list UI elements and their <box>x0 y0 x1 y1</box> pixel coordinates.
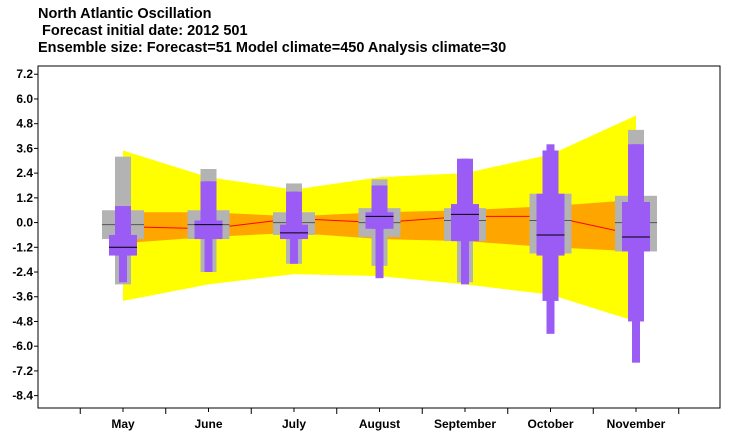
forecast-box <box>536 193 565 256</box>
x-tick-label: May <box>111 417 135 431</box>
forecast-box <box>280 224 308 240</box>
y-tick-label: 4.8 <box>16 117 33 131</box>
chart-subtitle-ensemble-size: Ensemble size: Forecast=51 Model climate… <box>38 40 507 56</box>
forecast-box <box>622 201 650 252</box>
y-tick-label: 3.6 <box>16 141 33 155</box>
y-tick-label: -1.2 <box>12 240 33 254</box>
y-tick-label: -6.0 <box>12 339 33 353</box>
x-tick-label: November <box>607 417 666 431</box>
forecast-box <box>365 212 394 229</box>
y-tick-label: 0.0 <box>16 216 33 230</box>
y-tick-label: 2.4 <box>16 166 33 180</box>
forecast-whisker <box>375 185 384 279</box>
x-tick-label: June <box>194 417 222 431</box>
forecast-box <box>451 204 479 242</box>
y-tick-label: -8.4 <box>12 389 33 403</box>
x-tick-label: August <box>359 417 400 431</box>
y-tick-label: 6.0 <box>16 92 33 106</box>
forecast-box <box>109 234 137 256</box>
x-tick-label: July <box>282 417 306 431</box>
chart-titles: North Atlantic Oscillation Forecast init… <box>38 6 506 57</box>
forecast-box <box>194 220 223 240</box>
x-tick-label: September <box>434 417 496 431</box>
x-tick-label: October <box>527 417 573 431</box>
y-tick-label: -2.4 <box>12 265 33 279</box>
y-tick-label: 1.2 <box>16 191 33 205</box>
chart-title: North Atlantic Oscillation <box>38 6 212 22</box>
chart-subtitle-forecast-date: Forecast initial date: 2012 501 <box>38 23 248 39</box>
forecast-boxes <box>109 144 650 363</box>
y-tick-label: -7.2 <box>12 364 33 378</box>
y-axis: 7.2 6.0 4.8 3.6 2.4 1.2 0.0 -1.2 -2.4 -3.6 -4.8 -6.… <box>12 67 38 403</box>
x-axis: May June July August September October Novembe… <box>79 408 680 431</box>
y-tick-label: -3.6 <box>12 290 33 304</box>
y-tick-label: -4.8 <box>12 314 33 328</box>
y-tick-label: 7.2 <box>16 67 33 81</box>
